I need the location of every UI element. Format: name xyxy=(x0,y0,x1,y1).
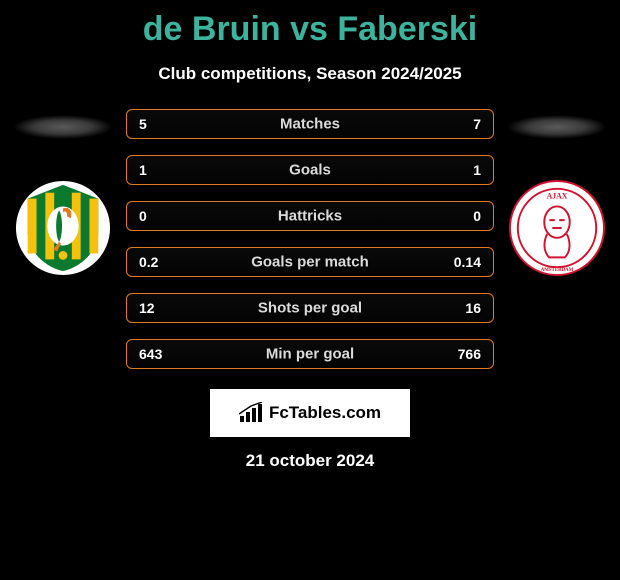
stats-table: 5 Matches 7 1 Goals 1 0 Hattricks 0 0.2 … xyxy=(118,109,502,385)
comparison-panel: 5 Matches 7 1 Goals 1 0 Hattricks 0 0.2 … xyxy=(0,109,620,385)
stat-right-value: 0 xyxy=(473,208,481,224)
player-shadow xyxy=(507,115,607,139)
stat-row-hattricks: 0 Hattricks 0 xyxy=(126,201,494,231)
stat-left-value: 1 xyxy=(139,162,147,178)
stat-row-goals-per-match: 0.2 Goals per match 0.14 xyxy=(126,247,494,277)
stat-left-value: 12 xyxy=(139,300,155,316)
stat-right-value: 766 xyxy=(458,346,481,362)
stat-left-value: 0.2 xyxy=(139,254,158,270)
player-shadow xyxy=(13,115,113,139)
left-player-col xyxy=(8,109,118,385)
stat-row-shots-per-goal: 12 Shots per goal 16 xyxy=(126,293,494,323)
branding-label: FcTables.com xyxy=(269,403,381,423)
stat-left-value: 643 xyxy=(139,346,162,362)
club-logo-right: AJAX AMSTERDAM xyxy=(508,179,606,277)
club-logo-left xyxy=(14,179,112,277)
stat-label: Goals xyxy=(289,162,331,179)
ajax-logo-icon: AJAX AMSTERDAM xyxy=(508,179,606,277)
stat-label: Goals per match xyxy=(251,254,369,271)
stat-row-matches: 5 Matches 7 xyxy=(126,109,494,139)
stat-row-min-per-goal: 643 Min per goal 766 xyxy=(126,339,494,369)
stat-label: Shots per goal xyxy=(258,300,362,317)
stat-left-value: 5 xyxy=(139,116,147,132)
stat-right-value: 16 xyxy=(465,300,481,316)
stat-right-value: 7 xyxy=(473,116,481,132)
bar-chart-icon xyxy=(239,402,263,424)
page-title: de Bruin vs Faberski xyxy=(0,0,620,49)
stat-right-value: 0.14 xyxy=(454,254,481,270)
branding-badge[interactable]: FcTables.com xyxy=(210,389,410,437)
stat-row-goals: 1 Goals 1 xyxy=(126,155,494,185)
svg-text:AMSTERDAM: AMSTERDAM xyxy=(541,268,574,273)
svg-text:AJAX: AJAX xyxy=(547,192,568,201)
date-text: 21 october 2024 xyxy=(0,451,620,471)
subtitle: Club competitions, Season 2024/2025 xyxy=(0,64,620,84)
stat-label: Hattricks xyxy=(278,208,342,225)
stat-left-value: 0 xyxy=(139,208,147,224)
ado-den-haag-logo-icon xyxy=(14,179,112,277)
stat-label: Matches xyxy=(280,116,340,133)
stat-right-value: 1 xyxy=(473,162,481,178)
right-player-col: AJAX AMSTERDAM xyxy=(502,109,612,385)
stat-label: Min per goal xyxy=(266,346,354,363)
